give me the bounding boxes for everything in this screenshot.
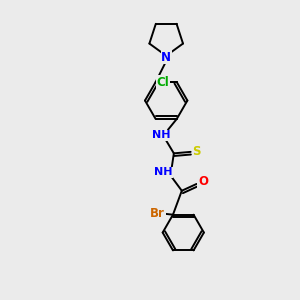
Text: Br: Br <box>150 207 165 220</box>
Text: NH: NH <box>154 167 172 178</box>
Text: S: S <box>192 146 201 158</box>
Text: N: N <box>161 51 171 64</box>
Text: Cl: Cl <box>157 76 169 89</box>
Text: O: O <box>198 175 208 188</box>
Text: NH: NH <box>152 130 170 140</box>
